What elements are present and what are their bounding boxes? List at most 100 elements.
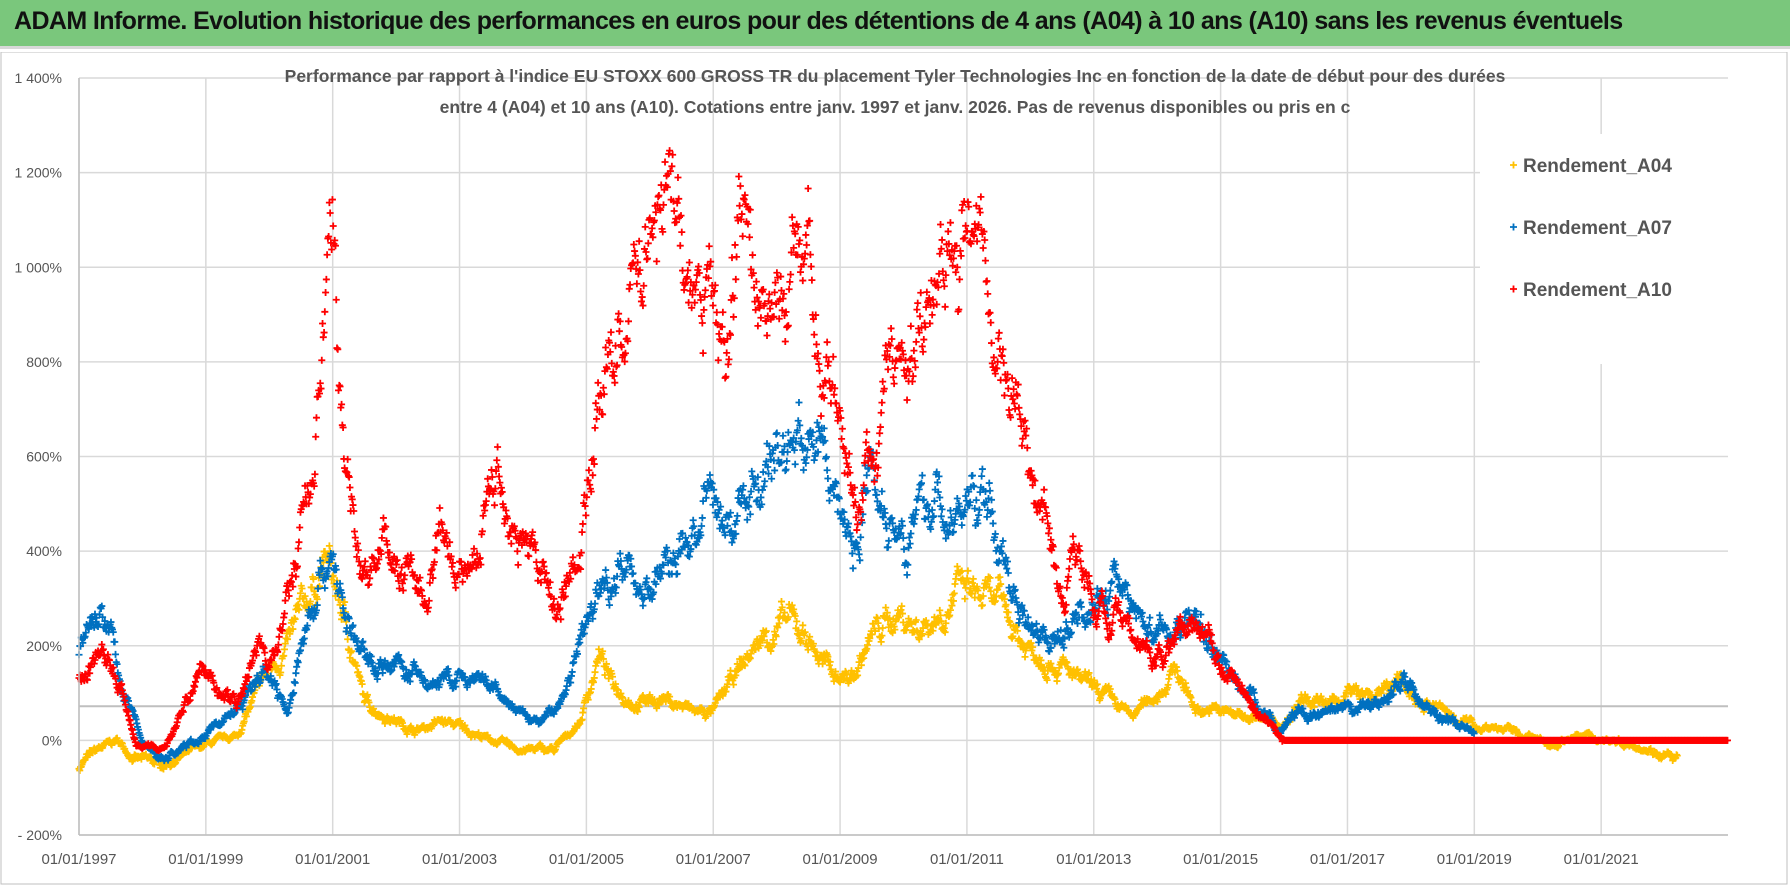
marker-a07 bbox=[296, 646, 304, 654]
marker-a07 bbox=[884, 543, 892, 551]
marker-a04 bbox=[788, 601, 796, 609]
marker-a07 bbox=[881, 509, 889, 517]
marker-a07 bbox=[309, 615, 317, 623]
marker-a04 bbox=[987, 587, 995, 595]
marker-a07 bbox=[793, 426, 801, 434]
marker-a04 bbox=[879, 624, 887, 632]
marker-a04 bbox=[871, 627, 879, 635]
marker-a07 bbox=[753, 496, 761, 504]
marker-a07 bbox=[257, 676, 265, 684]
marker-a07 bbox=[752, 480, 760, 488]
marker-a07 bbox=[832, 479, 840, 487]
marker-a07 bbox=[718, 517, 726, 525]
marker-a04 bbox=[974, 587, 982, 595]
marker-a07 bbox=[726, 509, 734, 517]
marker-a04 bbox=[756, 642, 764, 650]
marker-a04 bbox=[1053, 677, 1061, 685]
marker-a07 bbox=[797, 434, 805, 442]
marker-a07 bbox=[809, 443, 817, 451]
marker-a07 bbox=[803, 453, 811, 461]
marker-a07 bbox=[616, 550, 624, 558]
marker-a07 bbox=[800, 466, 808, 474]
marker-a04 bbox=[291, 615, 299, 623]
marker-a04 bbox=[578, 716, 586, 724]
marker-a04 bbox=[781, 609, 789, 617]
marker-a04 bbox=[919, 624, 927, 632]
marker-a07 bbox=[709, 501, 717, 509]
marker-a04 bbox=[344, 635, 352, 643]
marker-a04 bbox=[891, 626, 899, 634]
marker-a07 bbox=[768, 475, 776, 483]
marker-a07 bbox=[822, 453, 830, 461]
marker-a07 bbox=[783, 457, 791, 465]
marker-a07 bbox=[576, 639, 584, 647]
marker-a07 bbox=[294, 658, 302, 666]
marker-a04 bbox=[1164, 681, 1172, 689]
marker-a07 bbox=[568, 668, 576, 676]
marker-a04 bbox=[306, 597, 314, 605]
marker-a04 bbox=[797, 637, 805, 645]
marker-a07 bbox=[631, 579, 639, 587]
marker-a04 bbox=[942, 619, 950, 627]
marker-a07 bbox=[758, 500, 766, 508]
marker-a07 bbox=[712, 494, 720, 502]
marker-a04 bbox=[655, 701, 663, 709]
marker-a07 bbox=[803, 446, 811, 454]
header-title-bar: ADAM Informe. Evolution historique des p… bbox=[0, 0, 1790, 49]
marker-a07 bbox=[855, 550, 863, 558]
marker-a07 bbox=[444, 665, 452, 673]
marker-a07 bbox=[847, 537, 855, 545]
marker-a04 bbox=[799, 621, 807, 629]
marker-a04 bbox=[1093, 680, 1101, 688]
marker-a07 bbox=[795, 399, 803, 407]
marker-a07 bbox=[392, 659, 400, 667]
marker-a07 bbox=[605, 601, 613, 609]
marker-a04 bbox=[1000, 595, 1008, 603]
marker-a07 bbox=[863, 471, 871, 479]
marker-a04 bbox=[341, 598, 349, 606]
marker-a07 bbox=[765, 470, 773, 478]
marker-a04 bbox=[883, 609, 891, 617]
marker-a07 bbox=[723, 522, 731, 530]
marker-a07 bbox=[662, 553, 670, 561]
marker-a07 bbox=[329, 550, 337, 558]
marker-a07 bbox=[717, 503, 725, 511]
marker-a07 bbox=[759, 468, 767, 476]
marker-a07 bbox=[338, 593, 346, 601]
marker-a07 bbox=[658, 570, 666, 578]
marks bbox=[75, 147, 1731, 775]
marker-a04 bbox=[601, 671, 609, 679]
marker-a07 bbox=[739, 482, 747, 490]
marker-a07 bbox=[436, 680, 444, 688]
marker-a04 bbox=[899, 618, 907, 626]
marker-a07 bbox=[835, 494, 843, 502]
marker-a07 bbox=[883, 524, 891, 532]
marker-a07 bbox=[95, 620, 103, 628]
marker-a04 bbox=[772, 632, 780, 640]
marker-a07 bbox=[732, 530, 740, 538]
marker-a07 bbox=[313, 601, 321, 609]
marker-a07 bbox=[660, 561, 668, 569]
marker-a07 bbox=[316, 557, 324, 565]
marker-a04 bbox=[1002, 601, 1010, 609]
marker-a04 bbox=[1106, 685, 1114, 693]
marker-a04 bbox=[826, 658, 834, 666]
marker-a07 bbox=[239, 705, 247, 713]
marker-a04 bbox=[284, 635, 292, 643]
marker-a04 bbox=[591, 668, 599, 676]
marker-a07 bbox=[303, 622, 311, 630]
marker-a04 bbox=[587, 685, 595, 693]
marker-a07 bbox=[325, 564, 333, 572]
marker-a07 bbox=[873, 497, 881, 505]
marker-a07 bbox=[111, 638, 119, 646]
marker-a07 bbox=[293, 663, 301, 671]
marker-a04 bbox=[1004, 608, 1012, 616]
marker-a04 bbox=[778, 603, 786, 611]
marker-a07 bbox=[359, 638, 367, 646]
marker-a07 bbox=[591, 600, 599, 608]
marker-a07 bbox=[840, 508, 848, 516]
marker-a07 bbox=[734, 494, 742, 502]
marker-a07 bbox=[290, 689, 298, 697]
marker-a07 bbox=[314, 585, 322, 593]
marker-a04 bbox=[741, 662, 749, 670]
